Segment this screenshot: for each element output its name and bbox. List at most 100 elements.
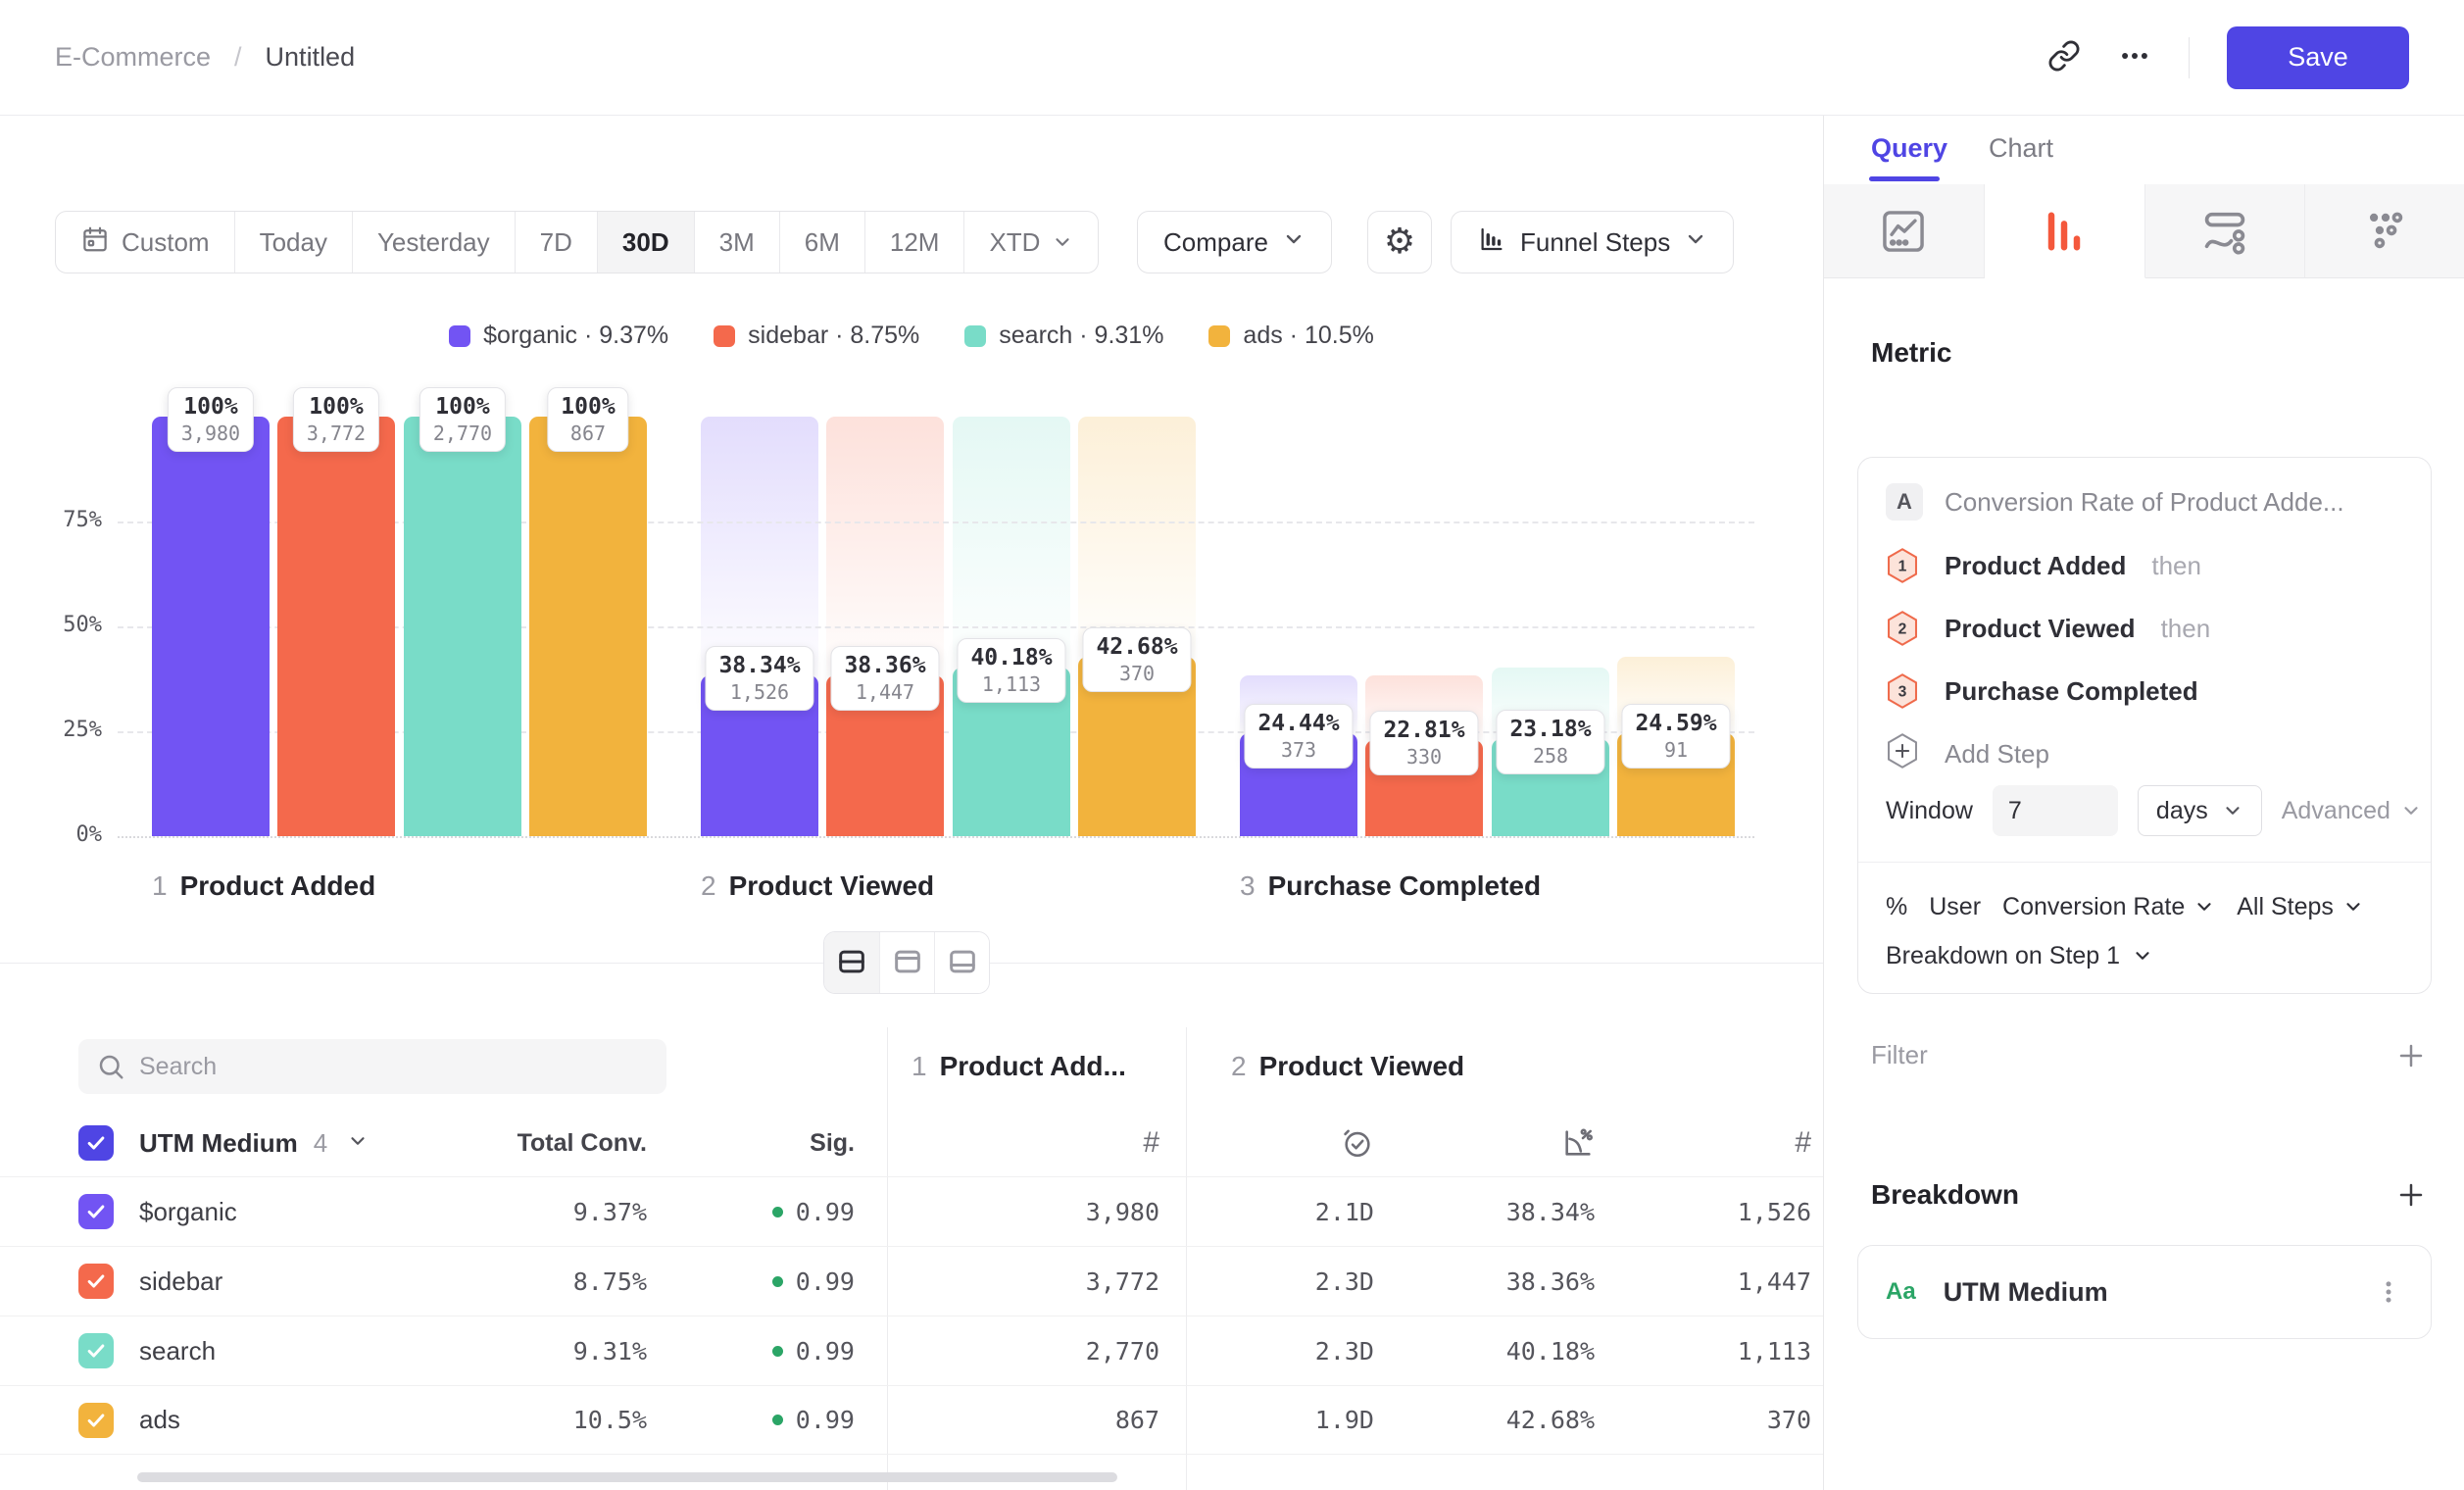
table-column-header-row: UTM Medium 4 Total Conv. Sig. # # xyxy=(0,1113,1823,1173)
sig-number: 0.99 xyxy=(795,1266,855,1296)
step-index: 1 xyxy=(912,1051,927,1081)
table-row-search[interactable]: search 9.31% 0.99 2,770 2.3D 40.18% 1,113 xyxy=(0,1316,1823,1385)
count-column-icon[interactable]: # xyxy=(1795,1126,1811,1159)
conversion-column-icon[interactable] xyxy=(1561,1113,1595,1173)
chart-type-tab-line-chart[interactable] xyxy=(1824,184,1985,278)
range-today[interactable]: Today xyxy=(233,212,352,273)
add-step-button[interactable]: Add Step xyxy=(1886,730,2049,777)
range-3m[interactable]: 3M xyxy=(693,212,779,273)
chart-settings-button[interactable]: ⚙ xyxy=(1367,211,1432,273)
breadcrumb-project[interactable]: E-Commerce xyxy=(55,42,212,72)
breakdown-on-label: Breakdown on Step 1 xyxy=(1886,941,2121,969)
table-row-organic[interactable]: $organic 9.37% 0.99 3,980 2.1D 38.34% 1,526 xyxy=(0,1176,1823,1246)
row-checkbox[interactable] xyxy=(78,1264,114,1299)
legend-item-sidebar[interactable]: sidebar · 8.75% xyxy=(714,322,919,350)
tab-chart[interactable]: Chart xyxy=(1989,133,2054,163)
view-chart-only-button[interactable] xyxy=(879,932,934,993)
chart-type-tab-scatter[interactable] xyxy=(2305,184,2464,278)
chart-type-dropdown[interactable]: Funnel Steps xyxy=(1451,211,1735,273)
window-unit-dropdown[interactable]: days xyxy=(2137,785,2262,836)
table-row-ads[interactable]: ads 10.5% 0.99 867 1.9D 42.68% 370 xyxy=(0,1385,1823,1455)
sig-header[interactable]: Sig. xyxy=(810,1128,855,1157)
range-label: 30D xyxy=(621,226,669,257)
select-all-checkbox[interactable] xyxy=(78,1125,114,1161)
funnel-step-group-3: 24.44% 373 22.81% 330 23.18% 258 24.59% 91 xyxy=(1240,380,1735,836)
step-name: Product Added xyxy=(179,870,376,901)
more-menu-button[interactable] xyxy=(2118,39,2151,75)
layout-view-toggle xyxy=(823,931,990,994)
range-30d[interactable]: 30D xyxy=(596,212,694,273)
funnel-bar-ads-step1[interactable] xyxy=(529,417,647,836)
save-button[interactable]: Save xyxy=(2227,25,2409,89)
range-custom[interactable]: Custom xyxy=(56,212,234,273)
sig-dot xyxy=(771,1206,783,1217)
step-value-cell: 1,447 xyxy=(1737,1266,1811,1296)
breadcrumb-title[interactable]: Untitled xyxy=(265,42,356,72)
funnel-bar-organic-step1[interactable] xyxy=(152,417,270,836)
line-chart-icon xyxy=(1878,206,1929,257)
funnel-ghost-bar xyxy=(953,417,1070,669)
legend-item-search[interactable]: search · 9.31% xyxy=(964,322,1163,350)
bar-pct: 42.68% xyxy=(1096,634,1178,661)
step-value-cell: 42.68% xyxy=(1505,1406,1595,1434)
range-12m[interactable]: 12M xyxy=(863,212,964,273)
avg-time-column-icon[interactable] xyxy=(1341,1113,1374,1173)
add-breakdown-button[interactable] xyxy=(2396,1180,2426,1210)
legend-swatch xyxy=(964,324,987,347)
step-value-cell: 3,772 xyxy=(1085,1266,1159,1296)
sig-value: 0.99 xyxy=(771,1247,855,1316)
chevron-down-icon[interactable] xyxy=(347,1128,369,1159)
range-6m[interactable]: 6M xyxy=(778,212,864,273)
funnel-ghost-bar xyxy=(701,417,818,675)
measure-scope-dropdown[interactable]: All Steps xyxy=(2237,893,2364,921)
chart-type-tab-flow[interactable] xyxy=(2144,184,2306,278)
groupby-column-label[interactable]: UTM Medium xyxy=(139,1127,298,1158)
metric-step-2[interactable]: 2 Product Viewed then xyxy=(1886,605,2210,652)
metric-title-row[interactable]: A Conversion Rate of Product Adde... xyxy=(1886,483,2403,521)
breakdown-property-card[interactable]: Aa UTM Medium xyxy=(1857,1245,2432,1339)
row-checkbox[interactable] xyxy=(78,1194,114,1229)
filter-label: Filter xyxy=(1871,1040,1928,1069)
table-row-sidebar[interactable]: sidebar 8.75% 0.99 3,772 2.3D 38.36% 1,447 xyxy=(0,1246,1823,1316)
range-xtd[interactable]: XTD xyxy=(963,212,1098,273)
range-7d[interactable]: 7D xyxy=(514,212,597,273)
measure-metric-dropdown[interactable]: Conversion Rate xyxy=(2002,893,2215,921)
column-divider xyxy=(887,1027,888,1490)
sig-dot xyxy=(771,1275,783,1287)
row-checkbox[interactable] xyxy=(78,1333,114,1368)
sig-value: 0.99 xyxy=(771,1386,855,1454)
chevron-down-icon xyxy=(1684,227,1707,258)
measure-entity[interactable]: User xyxy=(1929,892,1982,920)
search-input[interactable] xyxy=(139,1039,649,1094)
total-conv-header[interactable]: Total Conv. xyxy=(517,1128,647,1157)
add-filter-button[interactable] xyxy=(2396,1041,2426,1070)
share-link-button[interactable] xyxy=(2047,39,2081,75)
funnel-bar-sidebar-step1[interactable] xyxy=(277,417,395,836)
table-step1-header: 1 Product Add... xyxy=(912,1051,1126,1082)
view-table-only-button[interactable] xyxy=(934,932,989,993)
metric-step-1[interactable]: 1 Product Added then xyxy=(1886,542,2201,589)
bar-count: 3,980 xyxy=(180,421,241,445)
advanced-dropdown[interactable]: Advanced xyxy=(2282,797,2422,825)
range-yesterday[interactable]: Yesterday xyxy=(351,212,515,273)
step-value-cell: 40.18% xyxy=(1505,1336,1595,1366)
tab-query[interactable]: Query xyxy=(1871,133,1948,163)
breakdown-on-step-dropdown[interactable]: Breakdown on Step 1 xyxy=(1886,934,2153,977)
compare-button[interactable]: Compare xyxy=(1137,211,1332,273)
count-column-icon[interactable]: # xyxy=(1143,1126,1159,1159)
legend-item-organic[interactable]: $organic · 9.37% xyxy=(449,322,668,350)
horizontal-scrollbar[interactable] xyxy=(137,1472,1117,1482)
metric-step-3[interactable]: 3 Purchase Completed xyxy=(1886,668,2198,715)
window-value-input[interactable] xyxy=(1992,785,2118,836)
view-split-button[interactable] xyxy=(824,932,879,993)
chevron-down-icon xyxy=(1052,231,1073,253)
row-checkbox[interactable] xyxy=(78,1402,114,1438)
funnel-bar-search-step1[interactable] xyxy=(404,417,521,836)
kebab-menu-icon[interactable] xyxy=(2374,1277,2403,1307)
step-event-name: Product Added xyxy=(1945,550,2127,580)
legend-item-ads[interactable]: ads · 10.5% xyxy=(1208,322,1374,350)
results-table: 1 Product Add... 2 Product Viewed UTM Me… xyxy=(0,1019,1823,1490)
chart-type-tab-funnel-bars[interactable] xyxy=(1984,184,2145,278)
bar-pct: 100% xyxy=(561,394,616,420)
